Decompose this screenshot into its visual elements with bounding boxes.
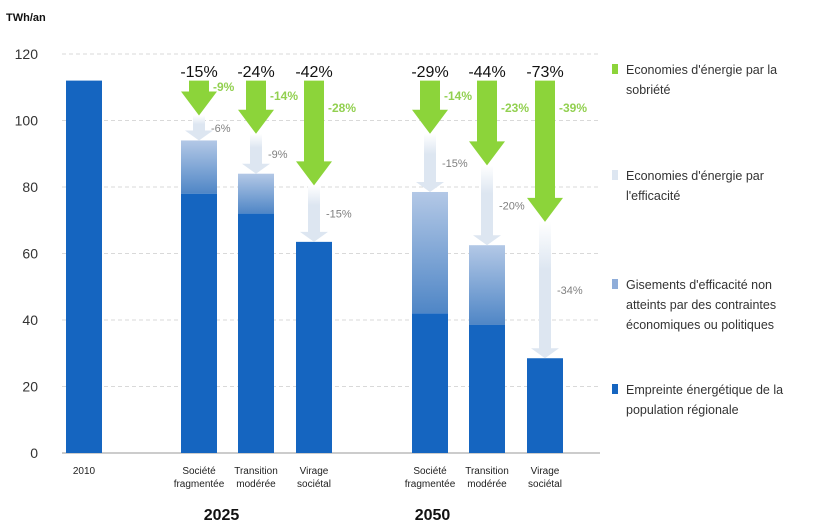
y-tick-label: 120 [15, 46, 39, 62]
arrow-sobriete [527, 80, 563, 222]
group-label: 2025 [204, 507, 240, 524]
legend-item-efficacite: Economies d'énergie par l'efficacité [612, 166, 812, 206]
y-tick-label: 80 [22, 179, 38, 195]
label-efficacite: -15% [442, 158, 468, 170]
category-label: sociétal [297, 479, 331, 490]
legend-label-empreinte: Empreinte énergétique de la population r… [626, 383, 784, 417]
bar-empreinte [296, 241, 332, 453]
arrow-efficacite [473, 165, 501, 246]
arrow-efficacite [531, 221, 559, 359]
legend-item-gisements: Gisements d'efficacité non atteints par … [612, 275, 812, 335]
bar-empreinte [469, 324, 505, 453]
label-total-reduction: -24% [237, 64, 274, 81]
bar-empreinte [181, 193, 217, 453]
label-total-reduction: -29% [411, 64, 448, 81]
y-axis-unit: TWh/an [6, 12, 46, 24]
legend-swatch-efficacite [612, 170, 618, 180]
category-label: Transition [234, 466, 278, 477]
label-efficacite: -15% [326, 209, 352, 221]
bar-gisements [181, 140, 217, 194]
bar-empreinte [412, 313, 448, 453]
category-label: fragmentée [174, 479, 225, 490]
category-label: 2010 [73, 466, 96, 477]
label-total-reduction: -73% [526, 64, 563, 81]
category-label: Virage [531, 466, 560, 477]
legend-label-gisements: Gisements d'efficacité non atteints par … [626, 278, 777, 332]
bar-empreinte [527, 358, 563, 453]
bar-gisements [412, 191, 448, 314]
arrow-sobriete [296, 80, 332, 186]
label-sobriete: -28% [328, 101, 356, 115]
category-label: fragmentée [405, 479, 456, 490]
category-label: Virage [300, 466, 329, 477]
label-efficacite: -9% [268, 149, 288, 161]
label-sobriete: -9% [213, 80, 235, 94]
arrow-sobriete [181, 80, 217, 116]
label-total-reduction: -15% [180, 64, 217, 81]
group-label: 2050 [415, 507, 451, 524]
arrow-sobriete [469, 80, 505, 166]
bars [66, 80, 563, 453]
label-sobriete: -14% [270, 89, 298, 103]
legend-item-empreinte: Empreinte énergétique de la population r… [612, 380, 812, 420]
label-efficacite: -6% [211, 123, 231, 135]
arrow-efficacite [300, 185, 328, 242]
legend-label-efficacite: Economies d'énergie par l'efficacité [626, 169, 764, 203]
label-efficacite: -34% [557, 285, 583, 297]
x-axis-labels: 2010 Société fragmentée Transition modérée Vi… [73, 466, 562, 524]
y-tick-label: 40 [22, 312, 38, 328]
category-label: sociétal [528, 479, 562, 490]
bar-gisements [238, 173, 274, 214]
y-tick-label: 0 [30, 445, 38, 461]
arrow-efficacite [416, 133, 444, 192]
y-tick-label: 100 [15, 113, 39, 129]
bar-empreinte [238, 213, 274, 453]
legend-swatch-sobriete [612, 64, 618, 74]
reduction-arrows [181, 80, 563, 359]
label-efficacite: -20% [499, 200, 525, 212]
category-label: modérée [236, 479, 276, 490]
category-label: Société [413, 466, 447, 477]
label-sobriete: -39% [559, 101, 587, 115]
category-label: modérée [467, 479, 507, 490]
data-labels: -15%-9%-6%-24%-14%-9%-42%-28%-15%-29%-14… [180, 64, 587, 297]
y-tick-label: 20 [22, 379, 38, 395]
arrow-sobriete [412, 80, 448, 134]
label-total-reduction: -42% [295, 64, 332, 81]
arrow-efficacite [185, 115, 213, 141]
label-total-reduction: -44% [468, 64, 505, 81]
label-sobriete: -23% [501, 101, 529, 115]
label-sobriete: -14% [444, 89, 472, 103]
arrow-sobriete [238, 80, 274, 134]
legend-swatch-gisements [612, 279, 618, 289]
arrow-efficacite [242, 133, 270, 174]
bar-empreinte [66, 80, 102, 453]
legend-label-sobriete: Economies d'énergie par la sobriété [626, 63, 778, 97]
y-tick-label: 60 [22, 246, 38, 262]
legend-swatch-empreinte [612, 384, 618, 394]
legend-item-sobriete: Economies d'énergie par la sobriété [612, 60, 812, 100]
category-label: Société [182, 466, 216, 477]
category-label: Transition [465, 466, 509, 477]
bar-gisements [469, 245, 505, 325]
